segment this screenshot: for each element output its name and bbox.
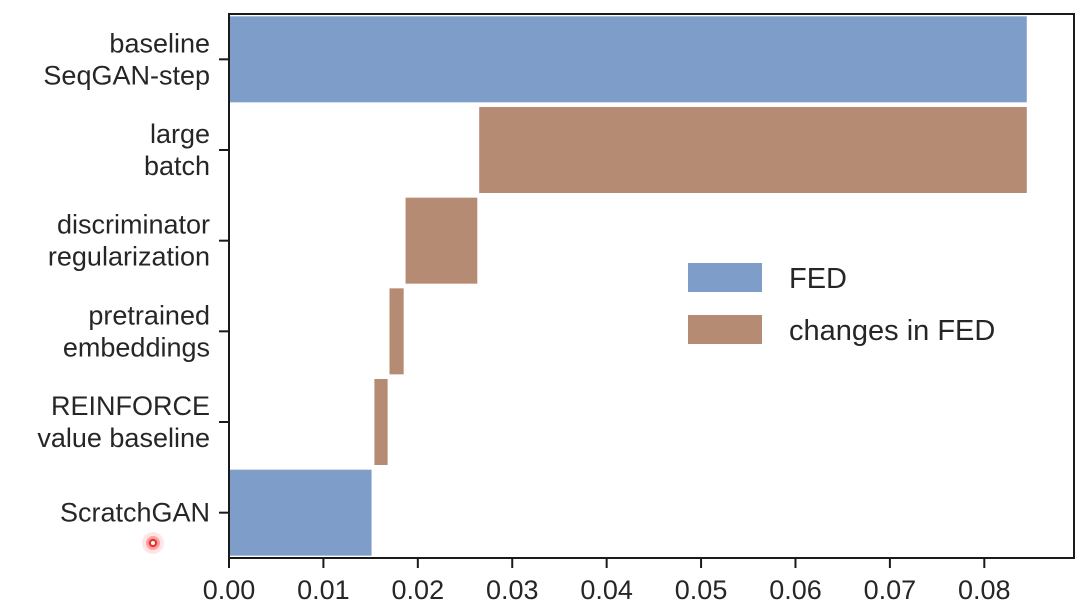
category-label-line: regularization	[48, 242, 210, 272]
bar-2	[405, 197, 478, 284]
bar-5	[229, 469, 372, 556]
category-label-line: value baseline	[37, 423, 210, 453]
category-label-2: discriminator regularization	[48, 210, 210, 272]
category-label-line: embeddings	[63, 332, 210, 362]
legend-label-0: FED	[789, 263, 847, 295]
y-axis: baseline SeqGAN-step large batch discriminat…	[37, 28, 229, 528]
category-label-4: REINFORCE value baseline	[37, 391, 210, 453]
x-tick-label-5: 0.05	[675, 575, 728, 605]
bar-0	[229, 16, 1027, 103]
category-label-line: ScratchGAN	[60, 498, 210, 528]
x-axis: 0.00 0.01 0.02 0.03 0.04 0.05 0.06 0.07 0.08	[203, 558, 1011, 605]
category-label-line: SeqGAN-step	[43, 60, 210, 90]
x-tick-label-3: 0.03	[486, 575, 539, 605]
x-tick-label-7: 0.07	[864, 575, 917, 605]
legend-swatch-1	[688, 315, 762, 344]
x-tick-label-2: 0.02	[392, 575, 445, 605]
plot-frame	[228, 13, 1075, 559]
legend-swatch-0	[688, 263, 762, 292]
category-label-0: baseline SeqGAN-step	[43, 28, 210, 90]
mouse-cursor-indicator	[142, 532, 164, 554]
category-label-line: batch	[144, 151, 210, 181]
category-label-line: baseline	[109, 28, 210, 58]
legend-label-1: changes in FED	[789, 315, 995, 347]
category-label-5: ScratchGAN	[60, 498, 210, 528]
category-label-line: pretrained	[88, 300, 210, 330]
x-tick-label-8: 0.08	[958, 575, 1011, 605]
x-tick-label-6: 0.06	[769, 575, 822, 605]
category-label-line: large	[150, 119, 210, 149]
category-label-line: discriminator	[57, 210, 210, 240]
category-label-1: large batch	[144, 119, 210, 181]
bar-1	[479, 107, 1027, 193]
bars-layer	[229, 16, 1027, 556]
category-label-3: pretrained embeddings	[63, 300, 210, 362]
x-tick-label-4: 0.04	[580, 575, 633, 605]
x-tick-label-1: 0.01	[297, 575, 350, 605]
category-label-line: REINFORCE	[51, 391, 210, 421]
bar-3	[389, 288, 404, 375]
legend: FED changes in FED	[688, 263, 995, 347]
bar-4	[374, 379, 388, 465]
x-tick-label-0: 0.00	[203, 575, 256, 605]
